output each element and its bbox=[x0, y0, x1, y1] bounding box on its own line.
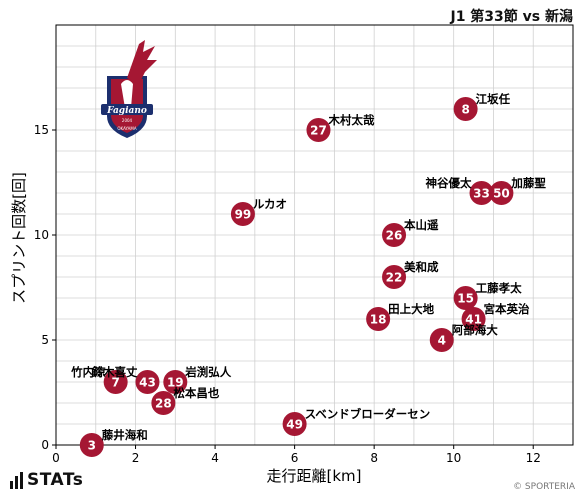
player-number: 3 bbox=[88, 439, 96, 453]
x-tick-label: 8 bbox=[370, 451, 378, 465]
logo-bird-icon bbox=[121, 80, 133, 108]
logo-banner bbox=[101, 104, 153, 115]
player-marker bbox=[453, 97, 478, 121]
player-marker bbox=[282, 412, 307, 436]
x-tick-label: 6 bbox=[291, 451, 299, 465]
player-marker bbox=[103, 370, 128, 394]
player-number: 41 bbox=[465, 313, 482, 327]
x-tick-label: 10 bbox=[446, 451, 461, 465]
player-marker bbox=[366, 307, 391, 331]
player-number: 7 bbox=[111, 376, 119, 390]
player-number: 15 bbox=[457, 292, 474, 306]
player-marker bbox=[306, 118, 331, 142]
x-axis-label: 走行距離[km] bbox=[266, 467, 361, 485]
player-marker bbox=[382, 265, 407, 289]
player-name: 岩渕弘人 bbox=[184, 365, 231, 379]
player-number: 4 bbox=[438, 334, 446, 348]
player-number: 19 bbox=[167, 376, 184, 390]
player-point: 8 江坂任 bbox=[453, 92, 511, 121]
player-number: 43 bbox=[139, 376, 156, 390]
player-name: 松本昌也 bbox=[173, 386, 219, 400]
player-marker bbox=[230, 202, 255, 226]
player-marker bbox=[382, 223, 407, 247]
player-marker bbox=[151, 391, 176, 415]
stats-bars-icon bbox=[10, 472, 23, 489]
player-number: 22 bbox=[386, 271, 403, 285]
player-marker bbox=[453, 286, 478, 310]
player-name: 神谷優太 bbox=[426, 176, 472, 190]
logo-wing-icon bbox=[127, 40, 157, 84]
player-number: 27 bbox=[310, 124, 327, 138]
axes: 0 2 4 6 8 10 12 0 5 10 15 bbox=[34, 24, 574, 465]
player-name: ルカオ bbox=[253, 197, 287, 211]
player-name: スベンドブローダーセン bbox=[305, 407, 431, 421]
y-axis-label: スプリント回数[回] bbox=[10, 172, 28, 304]
player-marker bbox=[163, 370, 188, 394]
player-name: 美和成 bbox=[404, 260, 439, 274]
player-number: 8 bbox=[461, 103, 469, 117]
chart-title: J1 第33節 vs 新潟 bbox=[450, 9, 573, 25]
player-number: 99 bbox=[235, 208, 252, 222]
player-number: 26 bbox=[386, 229, 403, 243]
player-name: 木村太哉 bbox=[327, 113, 374, 127]
y-tick-label: 5 bbox=[41, 333, 49, 347]
player-marker bbox=[429, 328, 454, 352]
player-marker bbox=[461, 307, 486, 331]
player-marker bbox=[489, 181, 514, 205]
y-tick-label: 0 bbox=[41, 438, 49, 452]
player-number: 33 bbox=[473, 187, 490, 201]
x-tick-label: 4 bbox=[211, 451, 219, 465]
player-number: 50 bbox=[493, 187, 510, 201]
x-tick-label: 12 bbox=[526, 451, 541, 465]
logo-team-name: Fagiano bbox=[106, 106, 147, 116]
player-marker bbox=[79, 433, 104, 457]
player-name: 加藤聖 bbox=[510, 176, 546, 190]
player-number: 18 bbox=[370, 313, 387, 327]
player-point: 7 竹内涼 bbox=[70, 365, 128, 394]
stats-label: STATs bbox=[27, 470, 84, 490]
player-name: 田上大地 bbox=[388, 302, 434, 316]
data-points: 8江坂任27木村太哉33神谷優太50加藤聖99ルカオ26本山遥22美和成15工藤… bbox=[70, 92, 546, 457]
player-name: 工藤孝太 bbox=[476, 281, 522, 295]
player-number: 49 bbox=[286, 418, 303, 432]
y-tick-label: 15 bbox=[34, 123, 49, 137]
player-name: 宮本英治 bbox=[484, 302, 530, 316]
logo-year: 2004 bbox=[122, 118, 133, 123]
x-tick-label: 2 bbox=[132, 451, 140, 465]
y-tick-label: 10 bbox=[34, 228, 49, 242]
player-marker bbox=[135, 370, 160, 394]
player-point: 3 藤井海和 bbox=[79, 428, 148, 457]
player-name: 阿部海大 bbox=[452, 323, 498, 337]
player-name: 江坂任 bbox=[476, 92, 511, 106]
player-name: 藤井海和 bbox=[102, 428, 148, 442]
player-name: 竹内涼 bbox=[70, 365, 106, 379]
player-number: 28 bbox=[155, 397, 172, 411]
player-name: 鈴木喜丈 bbox=[91, 365, 137, 379]
x-tick-label: 0 bbox=[52, 451, 60, 465]
player-point: 4 阿部海大 bbox=[429, 323, 498, 352]
credit: © SPORTERIA bbox=[513, 482, 575, 492]
player-name: 本山遥 bbox=[404, 218, 439, 232]
player-marker bbox=[469, 181, 494, 205]
team-logo: Fagiano 2004 OKAYAMA bbox=[101, 40, 157, 138]
stats-logo: STATs bbox=[10, 472, 83, 489]
logo-city: OKAYAMA bbox=[117, 126, 136, 131]
